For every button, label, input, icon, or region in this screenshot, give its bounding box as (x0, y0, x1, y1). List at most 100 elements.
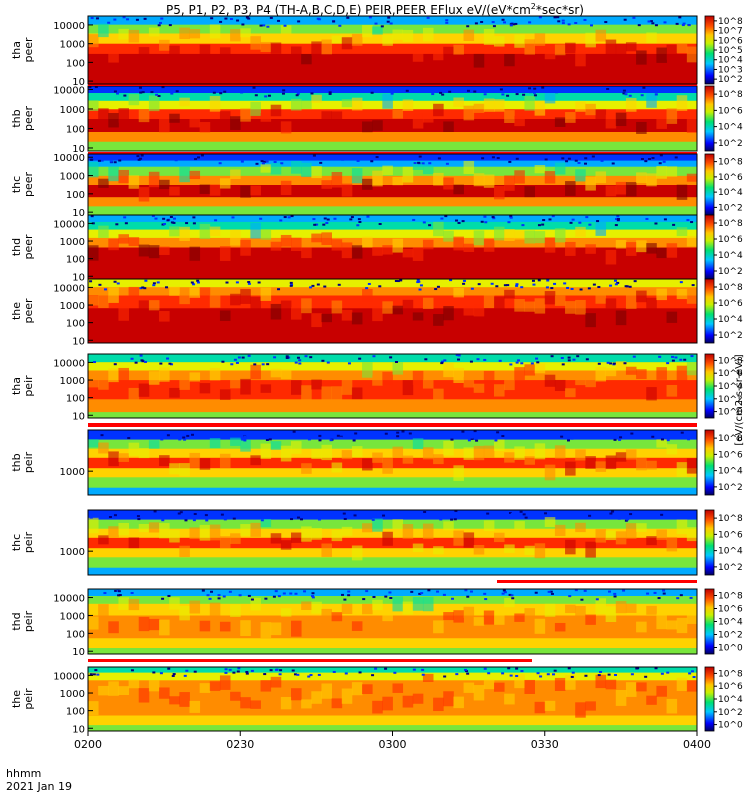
noise-speckle (170, 363, 174, 366)
noise-speckle (160, 17, 164, 20)
noise-speckle (266, 363, 270, 366)
time-variation (138, 383, 150, 397)
noise-speckle (316, 283, 320, 286)
noise-speckle (146, 435, 150, 438)
noise-speckle (291, 669, 295, 672)
noise-speckle (206, 594, 210, 597)
time-variation (341, 309, 353, 321)
time-variation (199, 223, 211, 240)
time-variation (483, 293, 495, 309)
noise-speckle (159, 362, 163, 365)
time-variation (270, 622, 282, 636)
time-variation (615, 112, 627, 127)
energy-band (88, 556, 697, 568)
noise-speckle (194, 158, 198, 161)
time-variation (189, 246, 201, 261)
time-variation (554, 295, 566, 306)
noise-speckle (550, 287, 554, 290)
time-variation (433, 546, 444, 555)
noise-speckle (220, 513, 224, 516)
noise-speckle (490, 282, 494, 285)
time-variation (463, 376, 475, 388)
time-variation (270, 241, 282, 251)
time-variation (230, 533, 241, 544)
noise-speckle (139, 287, 143, 290)
time-variation (585, 614, 596, 625)
time-variation (666, 536, 678, 552)
noise-speckle (116, 282, 120, 285)
noise-speckle (499, 514, 503, 517)
time-variation (179, 293, 190, 305)
noise-speckle (204, 514, 208, 517)
noise-speckle (186, 434, 190, 437)
noise-speckle (614, 283, 618, 286)
noise-speckle (515, 361, 519, 364)
noise-speckle (192, 519, 196, 522)
time-variation (209, 524, 221, 541)
noise-speckle (304, 355, 308, 358)
noise-speckle (470, 437, 474, 440)
noise-speckle (556, 16, 560, 19)
noise-speckle (611, 517, 615, 520)
time-variation (321, 313, 332, 323)
time-variation (615, 531, 627, 545)
noise-speckle (569, 221, 573, 224)
time-variation (362, 178, 373, 190)
energy-band (88, 487, 697, 496)
noise-speckle (654, 222, 658, 225)
noise-speckle (462, 279, 466, 282)
noise-speckle (362, 435, 366, 438)
time-variation (595, 598, 607, 615)
noise-speckle (674, 156, 678, 159)
time-variation (128, 442, 140, 456)
noise-speckle (660, 672, 664, 675)
noise-speckle (257, 281, 261, 284)
time-variation (362, 458, 373, 471)
noise-speckle (483, 667, 487, 670)
time-variation (554, 228, 566, 243)
time-variation (686, 118, 698, 133)
noise-speckle (431, 93, 435, 96)
noise-speckle (484, 221, 488, 224)
noise-speckle (375, 156, 379, 159)
noise-speckle (682, 22, 686, 25)
noise-speckle (649, 20, 653, 23)
time-variation (189, 527, 201, 540)
noise-speckle (514, 22, 518, 25)
noise-speckle (439, 518, 443, 521)
noise-speckle (570, 437, 574, 440)
noise-speckle (130, 515, 134, 518)
noise-speckle (530, 362, 534, 365)
time-variation (199, 683, 211, 693)
noise-speckle (690, 355, 694, 358)
time-variation (575, 605, 586, 620)
energy-band (88, 398, 697, 413)
title-text-suffix: *sec*sr) (535, 3, 584, 17)
noise-speckle (235, 157, 239, 160)
time-variation (676, 519, 688, 535)
time-variation (412, 113, 424, 129)
time-variation (128, 237, 140, 247)
noise-speckle (222, 595, 226, 598)
noise-speckle (91, 222, 95, 225)
time-variation (483, 679, 495, 690)
time-variation (625, 42, 637, 52)
noise-speckle (290, 518, 294, 521)
panel-ylabel: peir (22, 610, 35, 632)
time-variation (514, 230, 525, 240)
time-variation (148, 27, 160, 37)
time-variation (483, 520, 495, 532)
time-variation (169, 597, 180, 610)
noise-speckle (326, 218, 330, 221)
time-variation (291, 46, 302, 60)
noise-speckle (654, 91, 658, 94)
noise-speckle (254, 94, 258, 97)
y-tick-label: 10000 (53, 153, 85, 164)
title-text: P5, P1, P2, P3, P4 (TH-A,B,C,D,E) PEIR,P… (166, 3, 531, 17)
noise-speckle (224, 17, 228, 20)
time-variation (686, 289, 698, 304)
time-variation (240, 439, 251, 452)
noise-speckle (311, 596, 315, 599)
noise-speckle (623, 362, 627, 365)
noise-speckle (230, 363, 234, 366)
